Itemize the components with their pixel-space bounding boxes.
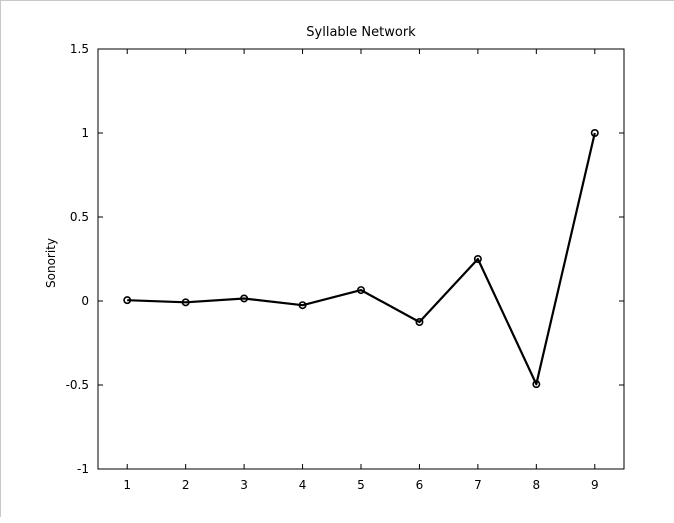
data-point — [356, 286, 365, 295]
data-point — [532, 380, 541, 389]
y-tick-label: 1 — [81, 126, 89, 140]
data-point — [240, 294, 249, 303]
chart-title: Syllable Network — [306, 25, 416, 40]
x-tick-label: 4 — [299, 478, 307, 492]
data-point — [415, 317, 424, 326]
x-tick-label: 3 — [240, 478, 248, 492]
x-tick-label: 7 — [474, 478, 482, 492]
axis-ticks: 1 2 3 4 5 6 7 8 9 -1 -0.5 0 0.5 1 1.5 — [66, 42, 624, 492]
x-tick-label: 5 — [357, 478, 365, 492]
y-axis-label: Sonority — [44, 238, 58, 288]
y-tick-label: 0 — [81, 294, 89, 308]
x-tick-label: 6 — [416, 478, 424, 492]
data-point — [298, 301, 307, 310]
series-layer — [123, 129, 599, 389]
data-point — [181, 298, 190, 307]
y-tick-label: 1.5 — [70, 42, 89, 56]
x-tick-label: 1 — [123, 478, 131, 492]
x-tick-label: 8 — [533, 478, 541, 492]
data-point — [590, 129, 599, 138]
y-tick-label: -1 — [77, 462, 89, 476]
y-tick-label: -0.5 — [66, 378, 89, 392]
data-point — [123, 296, 132, 305]
data-point — [473, 255, 482, 264]
plot-area — [97, 48, 625, 470]
series-line — [127, 132, 596, 386]
x-tick-label: 9 — [591, 478, 599, 492]
y-tick-label: 0.5 — [70, 210, 89, 224]
x-tick-label: 2 — [182, 478, 190, 492]
